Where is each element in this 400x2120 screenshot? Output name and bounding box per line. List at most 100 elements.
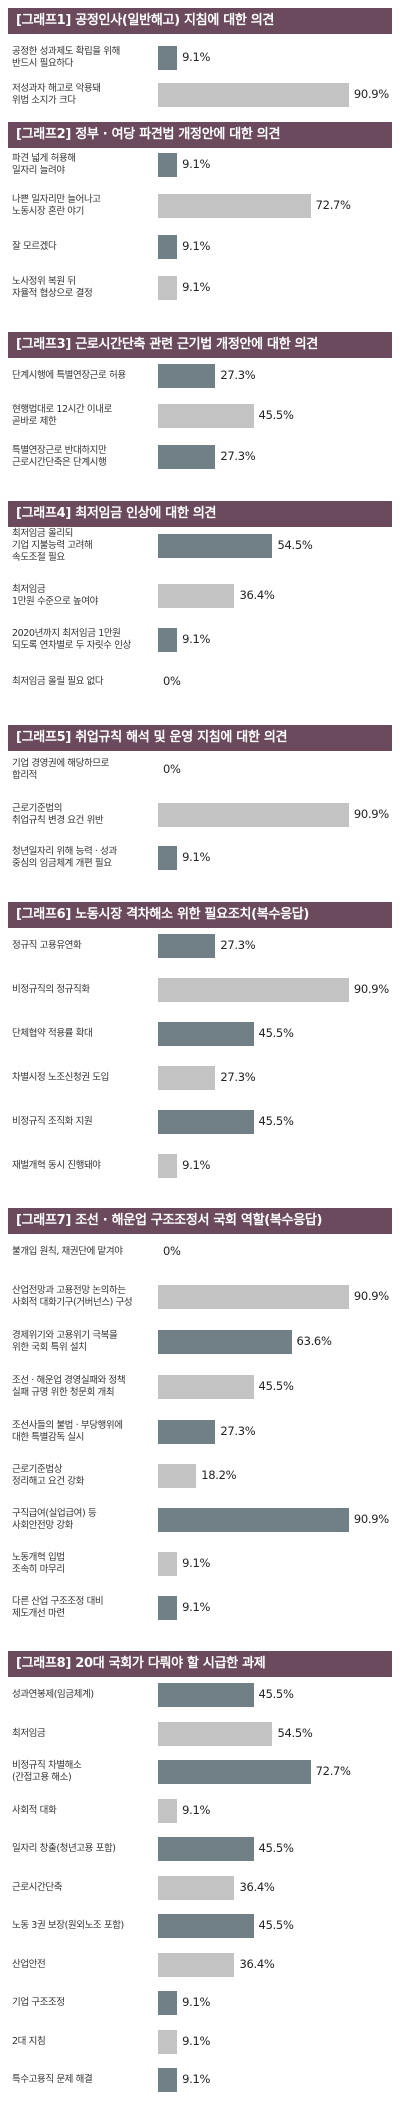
category-label: 잘 모르겠다 xyxy=(12,241,57,252)
value-label: 36.4% xyxy=(239,1956,275,1971)
category-label: 산업전망과 고용전망 논의하는 사회적 대화기구(거버넌스) 구성 xyxy=(12,1285,133,1308)
bar xyxy=(158,276,178,300)
bar xyxy=(158,364,216,388)
bar xyxy=(158,1285,349,1309)
category-label: 기업 경영권에 해당하므로 합리적 xyxy=(12,758,109,781)
chart-title: [그래프1] 공정인사(일반해고) 지침에 대한 의견 xyxy=(8,8,392,34)
bar xyxy=(158,1721,273,1746)
value-label: 9.1% xyxy=(182,157,211,171)
bar xyxy=(158,1875,235,1900)
value-label: 54.5% xyxy=(277,1725,313,1740)
value-label: 9.1% xyxy=(182,1995,211,2009)
bar xyxy=(158,1914,254,1938)
category-label: 청년일자리 위해 능력 · 성과 중심의 임금체계 개편 필요 xyxy=(12,846,117,869)
value-label: 27.3% xyxy=(220,1070,256,1084)
chart-title: [그래프5] 취업규칙 해석 및 운영 지침에 대한 의견 xyxy=(8,725,392,751)
category-label: 재벌개혁 동시 진행돼야 xyxy=(12,1160,101,1171)
category-label: 일자리 창출(청년고용 포함) xyxy=(12,1843,116,1854)
bar xyxy=(158,194,311,218)
bar xyxy=(158,404,254,428)
bar xyxy=(158,978,349,1002)
bar xyxy=(158,1375,254,1399)
bar xyxy=(158,1420,216,1444)
bar xyxy=(158,803,349,827)
category-label: 근로시간단축 xyxy=(12,1881,63,1893)
bar xyxy=(158,1760,311,1784)
value-label: 90.9% xyxy=(353,1289,389,1303)
value-label: 45.5% xyxy=(258,1918,294,1932)
category-label: 조선 · 해운업 경영실패와 정책 실패 규명 위한 청문회 개최 xyxy=(12,1375,126,1398)
value-label: 9.1% xyxy=(182,632,211,646)
value-label: 45.5% xyxy=(258,1841,294,1855)
bar xyxy=(158,1952,235,1977)
bar xyxy=(158,534,273,558)
category-label: 저성과자 해고로 악용돼 위법 소지가 크다 xyxy=(12,83,101,106)
category-label: 나쁜 일자리만 늘어나고 노동시장 혼란 야기 xyxy=(12,194,101,217)
category-label: 조선사들의 불법 · 부당행위에 대한 특별감독 실시 xyxy=(12,1420,123,1443)
value-label: 9.1% xyxy=(182,2033,211,2048)
chart-title: [그래프2] 정부 · 여당 파견법 개정안에 대한 의견 xyxy=(8,122,392,148)
value-label: 0% xyxy=(163,674,181,688)
value-label: 27.3% xyxy=(220,449,256,463)
bar xyxy=(158,1991,178,2015)
value-label: 9.1% xyxy=(182,280,211,294)
chart-title: [그래프7] 조선 · 해운업 구조조정서 국회 역할(복수응답) xyxy=(8,1208,392,1234)
bar xyxy=(158,934,216,958)
value-label: 9.1% xyxy=(182,850,211,864)
bar xyxy=(158,235,178,259)
category-label: 노동개혁 입법 조속히 마무리 xyxy=(12,1552,65,1575)
category-label: 최저임금 xyxy=(12,1727,46,1739)
value-label: 9.1% xyxy=(182,1556,211,1570)
category-label: 단계시행에 특별연장근로 허용 xyxy=(12,370,126,381)
chart-title: [그래프6] 노동시장 격차해소 위한 필요조치(복수응답) xyxy=(8,902,392,928)
value-label: 27.3% xyxy=(220,938,256,952)
category-label: 정규직 고용유연화 xyxy=(12,940,82,951)
value-label: 63.6% xyxy=(296,1334,332,1348)
bar xyxy=(158,1154,178,1178)
category-label: 구직급여(실업급여) 등 사회안전망 강화 xyxy=(12,1508,97,1531)
category-label: 특별연장근로 반대하지만 근로시간단축은 단계시행 xyxy=(12,445,107,468)
category-label: 최저임금 올릴 필요 없다 xyxy=(12,676,104,687)
value-label: 90.9% xyxy=(353,1512,389,1526)
bar xyxy=(158,1330,292,1354)
category-label: 비정규직 차별해소 (간접고용 해소) xyxy=(12,1760,82,1783)
category-label: 2대 지침 xyxy=(12,2035,46,2047)
bar xyxy=(158,445,216,469)
bar xyxy=(158,1464,197,1488)
category-label: 산업안전 xyxy=(12,1958,46,1970)
category-label: 경제위기와 고용위기 극복을 위한 국회 특위 설치 xyxy=(12,1330,118,1353)
category-label: 근로기준법의 취업규칙 변경 요건 위반 xyxy=(12,803,104,826)
value-label: 36.4% xyxy=(239,588,275,602)
bar xyxy=(158,1552,178,1576)
category-label: 다른 산업 구조조정 대비 제도개선 마련 xyxy=(12,1596,104,1619)
category-label: 비정규직의 정규직화 xyxy=(12,984,90,995)
bar xyxy=(158,46,178,70)
chart-title: [그래프8] 20대 국회가 다뤄야 할 시급한 과제 xyxy=(8,1651,392,1677)
bar xyxy=(158,1022,254,1046)
value-label: 90.9% xyxy=(353,807,389,821)
value-label: 0% xyxy=(163,1244,181,1258)
value-label: 9.1% xyxy=(182,2072,211,2086)
value-label: 0% xyxy=(163,762,181,776)
category-label: 특수고용직 문제 해결 xyxy=(12,2074,93,2085)
category-label: 사회적 대화 xyxy=(12,1804,57,1816)
value-label: 45.5% xyxy=(258,408,294,422)
category-label: 단체협약 적용률 확대 xyxy=(12,1028,93,1039)
category-label: 성과연봉제(임금체계) xyxy=(12,1689,94,1700)
bar xyxy=(158,1837,254,1861)
category-label: 최저임금 1만원 수준으로 높여야 xyxy=(12,584,98,607)
bar xyxy=(158,1596,178,1620)
value-label: 54.5% xyxy=(277,538,313,552)
value-label: 9.1% xyxy=(182,1158,211,1172)
category-label: 최저임금 올리되 기업 지불능력 고려해 속도조절 필요 xyxy=(12,528,93,563)
category-label: 노사정위 복원 뒤 자율적 협상으로 결정 xyxy=(12,276,93,299)
value-label: 9.1% xyxy=(182,1600,211,1614)
bar xyxy=(158,83,349,107)
value-label: 45.5% xyxy=(258,1687,294,1701)
bar xyxy=(158,628,178,652)
category-label: 근로기준법상 정리해고 요건 강화 xyxy=(12,1464,84,1487)
value-label: 9.1% xyxy=(182,1802,211,1817)
category-label: 기업 구조조정 xyxy=(12,1997,65,2008)
category-label: 공정한 성과제도 확립을 위해 반드시 필요하다 xyxy=(12,46,120,69)
bar xyxy=(158,1110,254,1134)
